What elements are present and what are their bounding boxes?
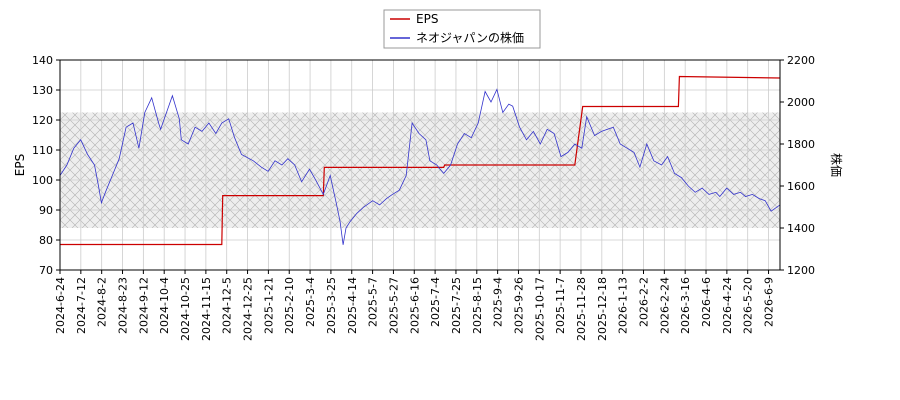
x-tick-label: 2024-8-2 bbox=[96, 277, 109, 327]
y-left-tick-label: 90 bbox=[39, 204, 53, 217]
x-tick-label: 2024-6-24 bbox=[54, 277, 67, 334]
y-right-tick-label: 2000 bbox=[787, 96, 815, 109]
x-tick-label: 2025-11-28 bbox=[575, 277, 588, 341]
x-tick-label: 2024-9-12 bbox=[137, 277, 150, 334]
x-tick-label: 2025-5-27 bbox=[387, 277, 400, 334]
x-tick-label: 2024-10-25 bbox=[179, 277, 192, 341]
x-tick-label: 2025-7-4 bbox=[429, 277, 442, 327]
x-tick-label: 2025-6-16 bbox=[408, 277, 421, 334]
eps-series-line bbox=[60, 75, 780, 246]
x-tick-label: 2024-7-12 bbox=[75, 277, 88, 334]
x-tick-label: 2025-3-4 bbox=[304, 277, 317, 327]
y-left-tick-label: 120 bbox=[32, 114, 53, 127]
y-left-tick-label: 70 bbox=[39, 264, 53, 277]
y-right-tick-label: 2200 bbox=[787, 54, 815, 67]
legend-price-label: ネオジャパンの株価 bbox=[416, 30, 524, 45]
x-tick-label: 2024-8-23 bbox=[117, 277, 130, 334]
y-left-tick-label: 140 bbox=[32, 54, 53, 67]
x-tick-label: 2025-1-21 bbox=[262, 277, 275, 334]
y-right-tick-label: 1200 bbox=[787, 264, 815, 277]
x-tick-label: 2025-11-7 bbox=[554, 277, 567, 334]
y-left-axis-title: EPS bbox=[13, 154, 27, 176]
x-tick-label: 2025-4-14 bbox=[346, 277, 359, 334]
x-tick-label: 2024-11-15 bbox=[200, 277, 213, 341]
x-tick-label: 2025-9-4 bbox=[492, 277, 505, 327]
y-left-tick-label: 130 bbox=[32, 84, 53, 97]
shaded-band-hatch bbox=[60, 112, 780, 228]
y-left-tick-label: 110 bbox=[32, 144, 53, 157]
x-tick-label: 2026-4-24 bbox=[721, 277, 734, 334]
y-left-tick-label: 80 bbox=[39, 234, 53, 247]
x-tick-label: 2025-7-25 bbox=[450, 277, 463, 334]
x-tick-label: 2025-10-17 bbox=[533, 277, 546, 341]
x-tick-label: 2025-9-26 bbox=[512, 277, 525, 334]
x-tick-label: 2026-2-2 bbox=[638, 277, 651, 327]
price-series-line bbox=[60, 88, 780, 245]
y-right-tick-label: 1800 bbox=[787, 138, 815, 151]
x-tick-label: 2024-12-5 bbox=[221, 277, 234, 334]
y-right-tick-label: 1400 bbox=[787, 222, 815, 235]
legend: EPS ネオジャパンの株価 bbox=[383, 9, 541, 49]
x-tick-label: 2026-2-24 bbox=[658, 277, 671, 334]
x-tick-label: 2025-2-10 bbox=[283, 277, 296, 334]
plot-frame bbox=[59, 59, 781, 271]
x-tick-label: 2025-5-7 bbox=[367, 277, 380, 327]
x-tick-label: 2025-8-15 bbox=[471, 277, 484, 334]
x-tick-label: 2025-12-18 bbox=[596, 277, 609, 341]
y-left-tick-label: 100 bbox=[32, 174, 53, 187]
x-tick-label: 2024-10-4 bbox=[158, 277, 171, 334]
x-tick-label: 2025-3-25 bbox=[325, 277, 338, 334]
legend-eps-label: EPS bbox=[416, 12, 438, 26]
x-tick-label: 2026-1-13 bbox=[617, 277, 630, 334]
x-tick-label: 2026-5-20 bbox=[742, 277, 755, 334]
x-tick-label: 2026-4-6 bbox=[700, 277, 713, 327]
x-tick-label: 2024-12-25 bbox=[242, 277, 255, 341]
x-tick-label: 2026-6-9 bbox=[763, 277, 776, 327]
y-right-tick-label: 1600 bbox=[787, 180, 815, 193]
x-tick-label: 2026-3-16 bbox=[679, 277, 692, 334]
y-right-axis-title: 株価 bbox=[829, 153, 844, 177]
